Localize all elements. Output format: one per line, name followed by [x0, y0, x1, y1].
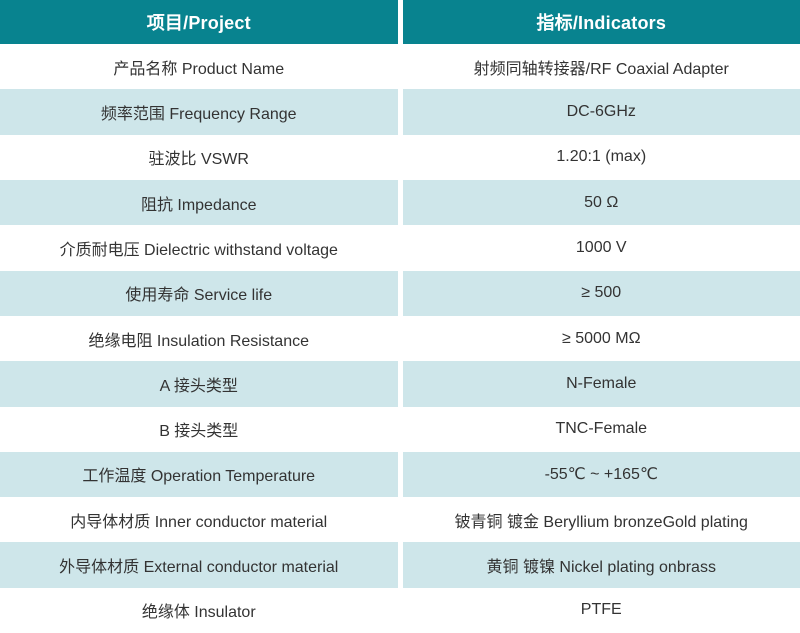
table-row: 使用寿命 Service life ≥ 500	[0, 270, 800, 316]
project-cell: 内导体材质 Inner conductor material	[0, 497, 398, 543]
project-cell: 使用寿命 Service life	[0, 270, 398, 316]
table-row: A 接头类型 N-Female	[0, 361, 800, 407]
header-cell-project: 项目/Project	[0, 0, 398, 44]
table-row: 绝缘电阻 Insulation Resistance ≥ 5000 MΩ	[0, 315, 800, 362]
indicator-cell: 1000 V	[402, 225, 800, 271]
project-cell: 绝缘电阻 Insulation Resistance	[0, 315, 398, 362]
project-cell: B 接头类型	[0, 406, 398, 452]
project-cell: 驻波比 VSWR	[0, 134, 398, 180]
indicator-cell: ≥ 5000 MΩ	[402, 315, 800, 362]
table-row: 内导体材质 Inner conductor material 铍青铜 镀金 Ber…	[0, 497, 800, 543]
project-cell: 绝缘体 Insulator	[0, 587, 398, 633]
table-row: 阻抗 Impedance 50 Ω	[0, 179, 800, 226]
table-header-row: 项目/Project 指标/Indicators	[0, 0, 800, 44]
project-cell: 阻抗 Impedance	[0, 179, 398, 226]
indicator-cell: PTFE	[402, 587, 800, 633]
table-row: 外导体材质 External conductor material 黄铜 镀镍 N…	[0, 542, 800, 588]
project-cell: A 接头类型	[0, 361, 398, 407]
table-row: 介质耐电压 Dielectric withstand voltage 1000 V	[0, 225, 800, 271]
table-row: B 接头类型 TNC-Female	[0, 406, 800, 452]
indicator-cell: N-Female	[402, 361, 800, 407]
indicator-cell: 铍青铜 镀金 Beryllium bronzeGold plating	[402, 497, 800, 543]
project-cell: 频率范围 Frequency Range	[0, 89, 398, 135]
header-cell-indicators: 指标/Indicators	[402, 0, 800, 44]
project-cell: 工作温度 Operation Temperature	[0, 451, 398, 498]
table-row: 产品名称 Product Name 射频同轴转接器/RF Coaxial Adap…	[0, 44, 800, 90]
indicator-cell: DC-6GHz	[402, 89, 800, 135]
indicator-cell: 50 Ω	[402, 179, 800, 226]
project-cell: 产品名称 Product Name	[0, 44, 398, 90]
indicator-cell: ≥ 500	[402, 270, 800, 316]
table-row: 频率范围 Frequency Range DC-6GHz	[0, 89, 800, 135]
project-cell: 外导体材质 External conductor material	[0, 542, 398, 588]
table-row: 工作温度 Operation Temperature -55℃ ~ +165℃	[0, 451, 800, 498]
indicator-cell: -55℃ ~ +165℃	[402, 451, 800, 498]
project-cell: 介质耐电压 Dielectric withstand voltage	[0, 225, 398, 271]
indicator-cell: TNC-Female	[402, 406, 800, 452]
indicator-cell: 射频同轴转接器/RF Coaxial Adapter	[402, 44, 800, 90]
indicator-cell: 1.20:1 (max)	[402, 134, 800, 180]
indicator-cell: 黄铜 镀镍 Nickel plating onbrass	[402, 542, 800, 588]
table-row: 驻波比 VSWR 1.20:1 (max)	[0, 134, 800, 180]
table-row: 绝缘体 Insulator PTFE	[0, 587, 800, 633]
